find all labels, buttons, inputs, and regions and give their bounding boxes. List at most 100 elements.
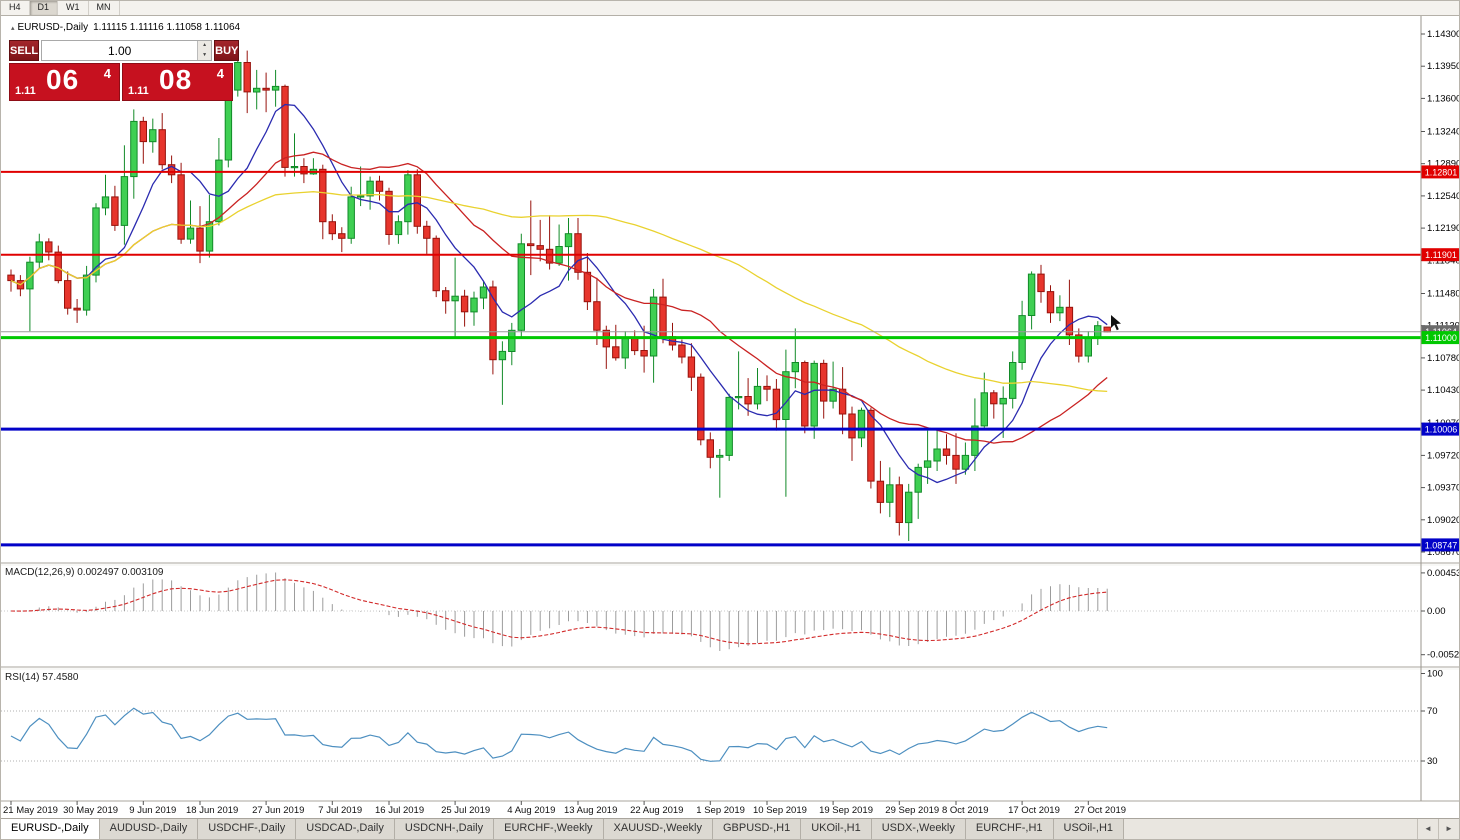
chart-tab[interactable]: EURUSD-,Daily [1, 819, 100, 839]
svg-text:13 Aug 2019: 13 Aug 2019 [564, 805, 617, 816]
collapse-icon[interactable]: ▴ [11, 25, 15, 32]
buy-price-box[interactable]: 1.11 08 4 [122, 63, 233, 101]
lot-spinner-up-icon[interactable]: ▲ [198, 41, 212, 51]
chart-tab[interactable]: USDCHF-,Daily [198, 819, 297, 839]
svg-text:1.08747: 1.08747 [1425, 540, 1458, 550]
chart-tab[interactable]: EURCHF-,Weekly [494, 819, 604, 839]
timeframe-button-mn[interactable]: MN [89, 1, 120, 15]
chart-ohlc-readout: 1.11115 1.11116 1.11058 1.11064 [93, 22, 241, 33]
svg-text:1.09370: 1.09370 [1427, 483, 1460, 494]
svg-text:8 Oct 2019: 8 Oct 2019 [942, 805, 988, 816]
chart-tabs-bar: EURUSD-,Daily AUDUSD-,Daily USDCHF-,Daily U… [1, 818, 1459, 839]
sell-price-prefix: 1.11 [15, 85, 36, 97]
svg-text:1.10780: 1.10780 [1427, 353, 1460, 364]
svg-text:10 Sep 2019: 10 Sep 2019 [753, 805, 807, 816]
chart-tab[interactable]: EURCHF-,H1 [965, 819, 1054, 839]
ma-fast-line [10, 103, 1108, 484]
macd-values: 0.002497 0.003109 [77, 567, 164, 578]
buy-button[interactable]: BUY [214, 40, 240, 61]
timeframe-buttons: H4 D1 W1 MN [1, 1, 120, 15]
svg-text:1.12801: 1.12801 [1425, 167, 1458, 177]
chart-tabs: EURUSD-,Daily AUDUSD-,Daily USDCHF-,Daily U… [1, 819, 1125, 839]
price-axis[interactable]: 1.14300 1.13950 1.13600 1.13240 1.12890 1.125… [1421, 29, 1460, 558]
svg-text:1 Sep 2019: 1 Sep 2019 [696, 805, 745, 816]
lot-spinner-down-icon[interactable]: ▼ [198, 50, 212, 60]
svg-text:70: 70 [1427, 706, 1438, 717]
rsi-name: RSI(14) [5, 672, 40, 683]
svg-text:1.12540: 1.12540 [1427, 191, 1460, 202]
svg-text:27 Oct 2019: 27 Oct 2019 [1074, 805, 1126, 816]
svg-text:1.11000: 1.11000 [1425, 333, 1457, 343]
svg-text:1.10430: 1.10430 [1427, 385, 1460, 396]
rsi-indicator-label: RSI(14) 57.4580 [5, 672, 78, 683]
svg-text:0.00: 0.00 [1427, 606, 1446, 617]
rsi-value: 57.4580 [42, 672, 79, 683]
chart-tab[interactable]: USDX-,Weekly [871, 819, 966, 839]
svg-text:-0.005205: -0.005205 [1427, 650, 1460, 661]
svg-text:1.14300: 1.14300 [1427, 29, 1460, 40]
sell-price-sup: 4 [103, 66, 111, 81]
svg-text:27 Jun 2019: 27 Jun 2019 [252, 805, 304, 816]
svg-text:9 Jun 2019: 9 Jun 2019 [129, 805, 176, 816]
timeframe-toolbar: H4 D1 W1 MN [1, 1, 1459, 16]
svg-text:4 Aug 2019: 4 Aug 2019 [507, 805, 555, 816]
chart-tab[interactable]: USDCNH-,Daily [394, 819, 495, 839]
svg-text:22 Aug 2019: 22 Aug 2019 [630, 805, 683, 816]
axis-price-label: 1.11000 [1421, 331, 1459, 345]
sell-price-big: 06 [46, 64, 80, 95]
svg-text:1.09720: 1.09720 [1427, 450, 1460, 461]
svg-text:1.13240: 1.13240 [1427, 127, 1460, 138]
macd-name: MACD(12,26,9) [5, 567, 75, 578]
svg-text:29 Sep 2019: 29 Sep 2019 [885, 805, 939, 816]
rsi-line [10, 707, 1108, 762]
timeframe-button-w1[interactable]: W1 [58, 1, 89, 15]
svg-text:25 Jul 2019: 25 Jul 2019 [441, 805, 490, 816]
ma-slow-line [10, 191, 1108, 393]
macd-signal-line [10, 579, 1108, 645]
lot-size-field: ▲ ▼ [41, 40, 213, 61]
sell-button[interactable]: SELL [9, 40, 40, 61]
timeframe-button-h4[interactable]: H4 [1, 1, 30, 15]
buy-price-sup: 4 [216, 66, 224, 81]
macd-histogram [19, 572, 1108, 651]
sell-price-box[interactable]: 1.11 06 4 [9, 63, 120, 101]
tab-scroll-left-icon[interactable]: ◄ [1417, 819, 1438, 839]
chart-title: ▴ EURUSD-,Daily 1.11115 1.11116 1.11058 1.… [11, 22, 240, 33]
svg-text:1.11901: 1.11901 [1425, 250, 1457, 260]
svg-text:1.08670: 1.08670 [1427, 547, 1460, 558]
buy-price-big: 08 [159, 64, 193, 95]
axis-price-label: 1.08747 [1421, 538, 1459, 552]
svg-text:17 Oct 2019: 17 Oct 2019 [1008, 805, 1060, 816]
axis-price-label: 1.10006 [1421, 422, 1459, 436]
macd-indicator-label: MACD(12,26,9) 0.002497 0.003109 [5, 567, 163, 578]
chart-tab[interactable]: USOil-,H1 [1053, 819, 1125, 839]
svg-text:1.13950: 1.13950 [1427, 61, 1460, 72]
svg-text:1.11480: 1.11480 [1427, 289, 1460, 300]
axis-price-label: 1.12801 [1421, 165, 1459, 179]
tab-scroll-right-icon[interactable]: ► [1438, 819, 1459, 839]
chart-tab[interactable]: AUDUSD-,Daily [99, 819, 199, 839]
svg-text:30 May 2019: 30 May 2019 [63, 805, 118, 816]
svg-text:16 Jul 2019: 16 Jul 2019 [375, 805, 424, 816]
svg-text:1.10006: 1.10006 [1425, 425, 1458, 435]
svg-text:18 Jun 2019: 18 Jun 2019 [186, 805, 238, 816]
svg-text:1.13600: 1.13600 [1427, 93, 1460, 104]
svg-text:30: 30 [1427, 756, 1438, 767]
chart-tab[interactable]: GBPUSD-,H1 [712, 819, 802, 839]
chart-tab[interactable]: UKOil-,H1 [801, 819, 872, 839]
lot-size-input[interactable] [42, 41, 198, 60]
tab-scroll-arrows: ◄ ► [1417, 819, 1459, 839]
svg-text:100: 100 [1427, 669, 1443, 680]
svg-text:7 Jul 2019: 7 Jul 2019 [318, 805, 362, 816]
axis-price-label: 1.11901 [1421, 248, 1459, 262]
svg-text:1.12890: 1.12890 [1427, 159, 1460, 170]
time-axis[interactable]: 21 May 2019 30 May 2019 9 Jun 2019 18 Jun 2… [3, 801, 1126, 816]
timeframe-button-d1[interactable]: D1 [29, 1, 59, 15]
chart-canvas[interactable]: 1.14300 1.13950 1.13600 1.13240 1.12890 1.125… [1, 15, 1460, 821]
chart-tab[interactable]: XAUUSD-,Weekly [603, 819, 713, 839]
chart-tab[interactable]: USDCAD-,Daily [296, 819, 395, 839]
candles-group [7, 50, 1111, 541]
svg-text:1.12190: 1.12190 [1427, 223, 1460, 234]
svg-text:19 Sep 2019: 19 Sep 2019 [819, 805, 873, 816]
